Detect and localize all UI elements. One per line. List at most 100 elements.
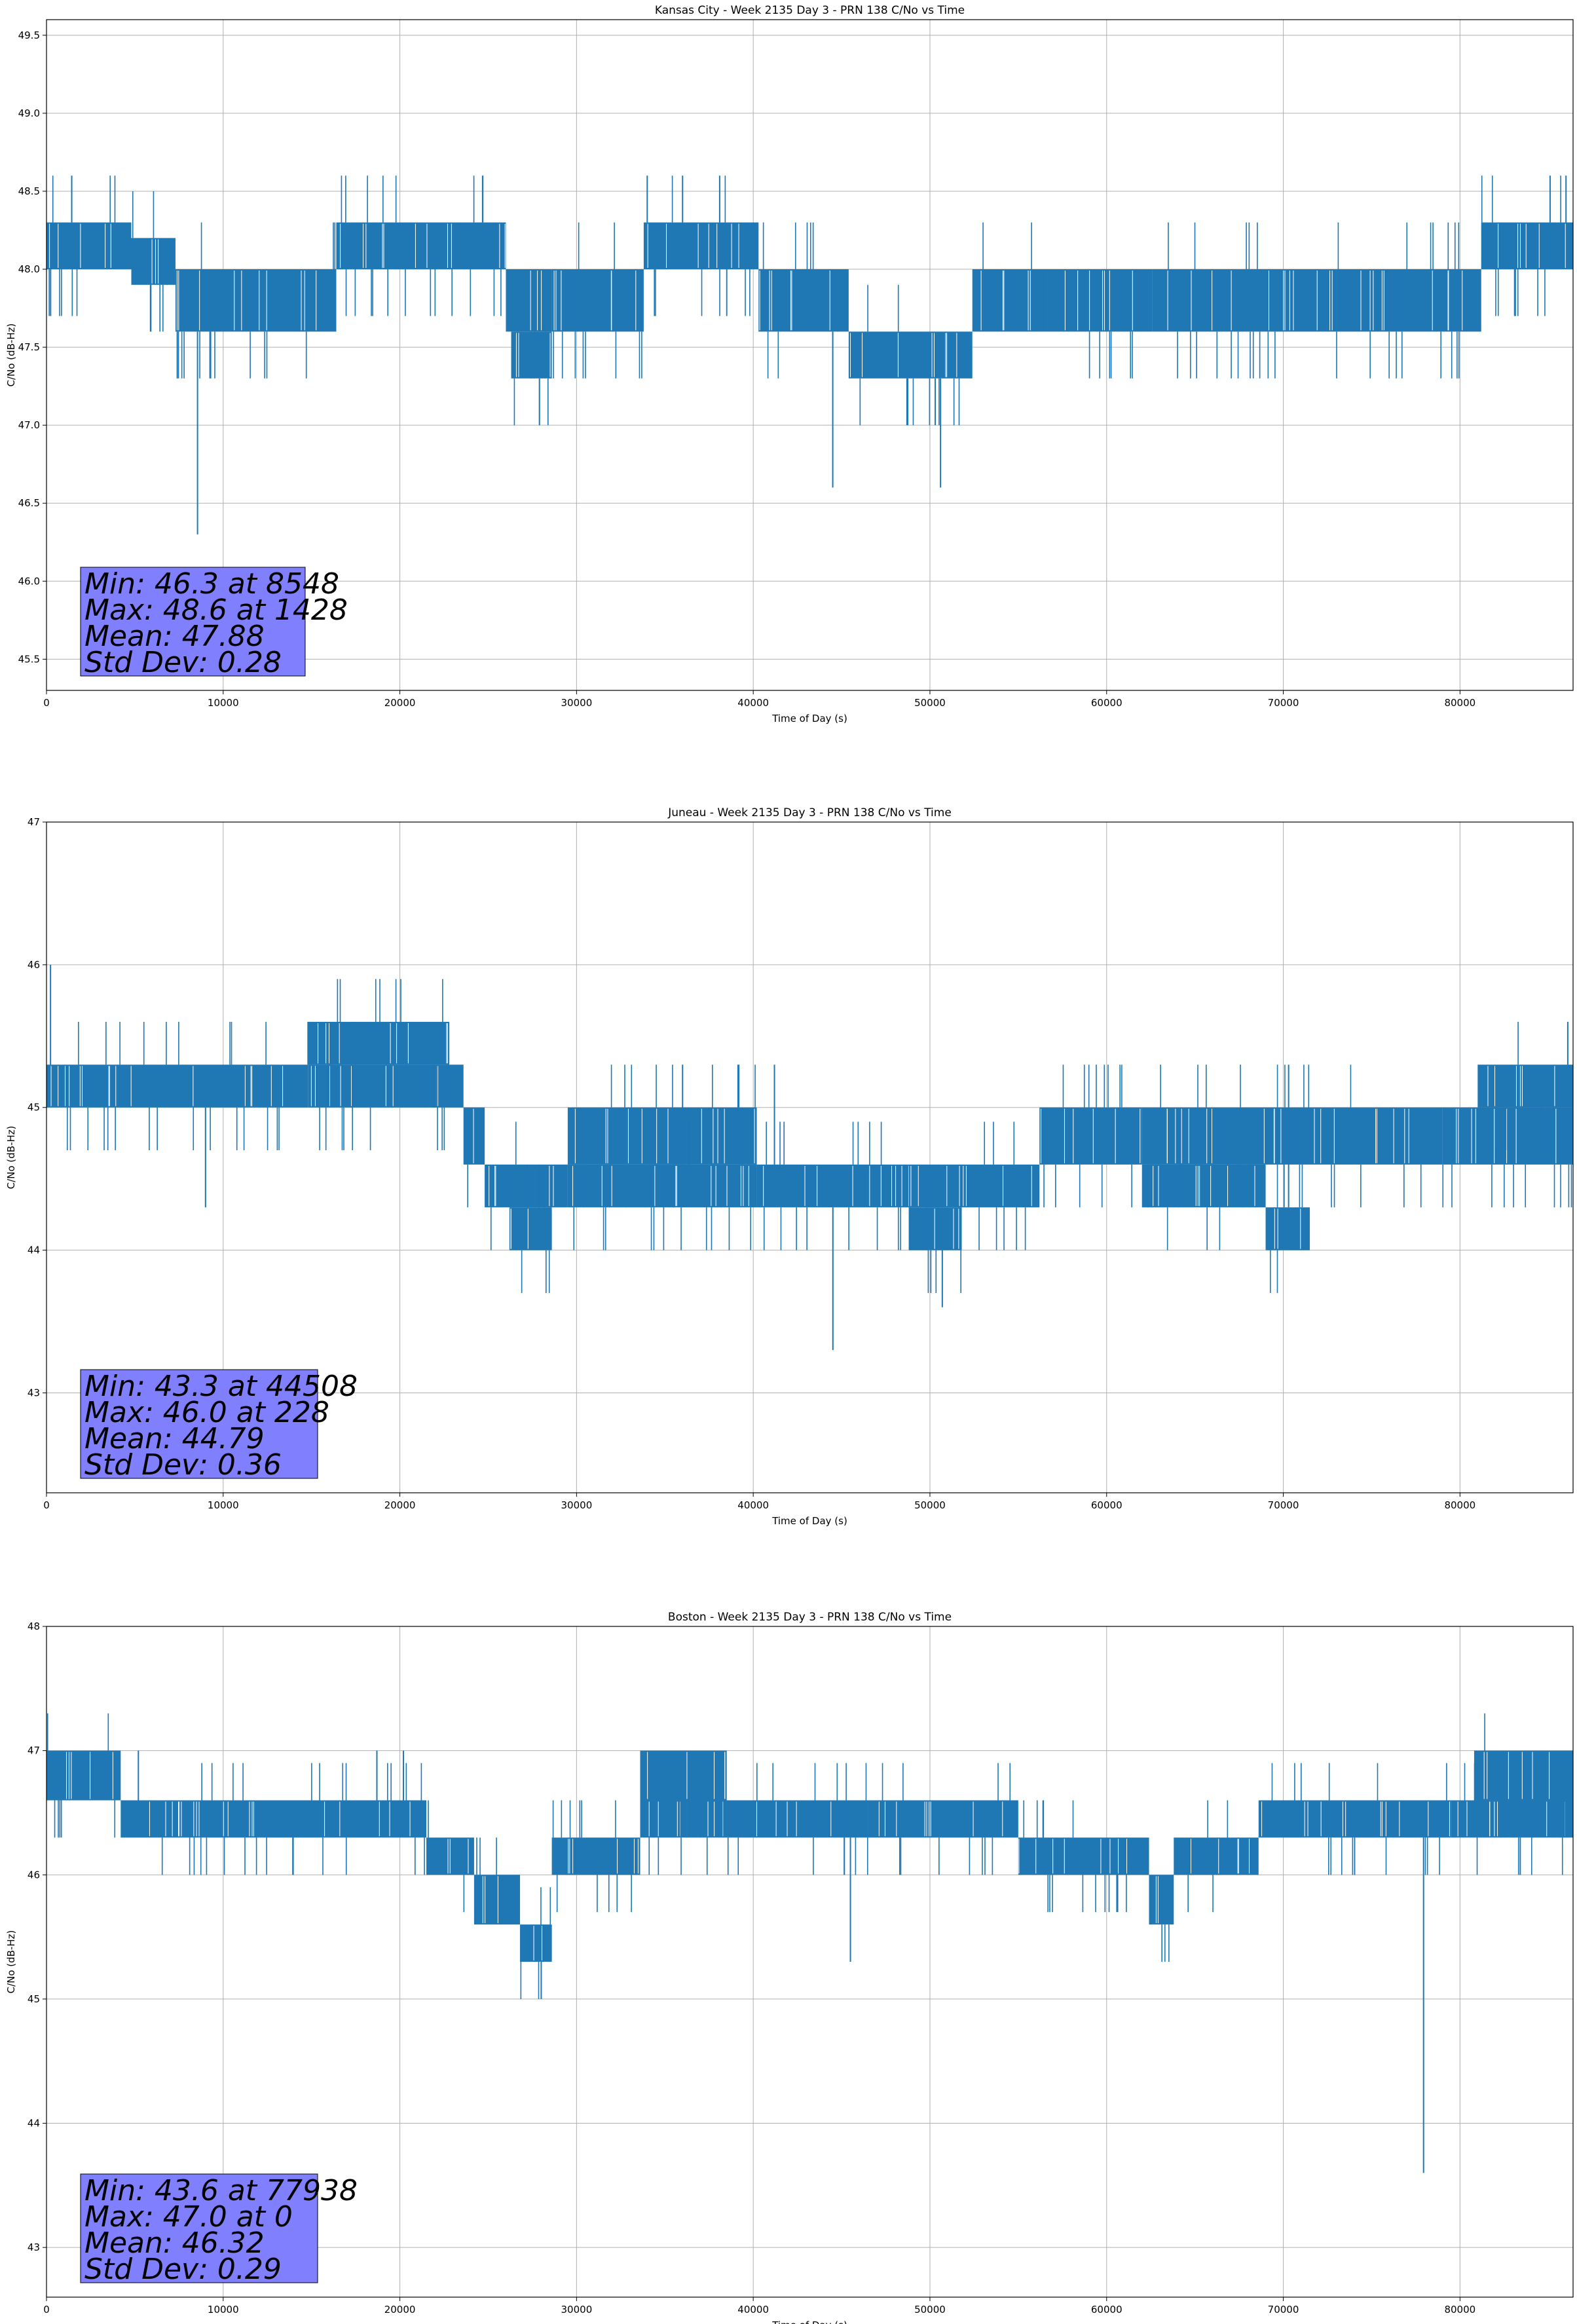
signal-band	[567, 1164, 757, 1208]
y-tick-label: 43	[28, 2241, 40, 2253]
signal-band	[972, 269, 1047, 332]
signal-band	[175, 269, 337, 332]
y-axis-label: C/No (dB-Hz)	[5, 324, 17, 387]
y-tick-label: 45	[28, 1102, 40, 1114]
x-tick-label: 0	[43, 1499, 50, 1511]
y-tick-label: 49.5	[18, 29, 40, 41]
x-tick-label: 40000	[737, 2304, 769, 2315]
x-tick-label: 0	[43, 697, 50, 709]
signal-band	[868, 1800, 1018, 1838]
stats-box-background	[80, 567, 306, 677]
x-tick-label: 60000	[1091, 1499, 1122, 1511]
signal-band	[640, 1750, 727, 1801]
signal-band	[1336, 269, 1481, 332]
signal-band	[758, 269, 849, 332]
signal-band	[908, 1207, 962, 1250]
x-tick-label: 80000	[1444, 2304, 1475, 2315]
stats-box-background	[80, 1369, 318, 1479]
y-tick-label: 47	[28, 1745, 40, 1757]
signal-band	[908, 1164, 1040, 1208]
stats-box-background	[80, 2173, 318, 2283]
series-line	[46, 964, 1573, 1351]
x-tick-label: 50000	[914, 2304, 946, 2315]
signal-band	[46, 1064, 308, 1108]
x-tick-label: 60000	[1091, 2304, 1122, 2315]
y-tick-label: 48.0	[18, 263, 40, 275]
signal-band	[511, 331, 552, 379]
y-tick-label: 43	[28, 1387, 40, 1398]
y-tick-label: 47	[28, 816, 40, 828]
y-tick-label: 46.5	[18, 497, 40, 509]
signal-band	[1474, 1750, 1573, 1801]
signal-band	[463, 1107, 485, 1165]
signal-band	[1018, 1837, 1149, 1875]
signal-band	[1258, 1800, 1451, 1838]
y-tick-label: 44	[28, 2118, 40, 2129]
stats-line: Mean: 44.79	[84, 1422, 265, 1455]
x-tick-label: 10000	[208, 2304, 239, 2315]
y-axis-label: C/No (dB-Hz)	[5, 1930, 17, 1994]
x-tick-label: 70000	[1268, 2304, 1299, 2315]
y-tick-label: 47.5	[18, 341, 40, 353]
signal-band	[473, 1875, 521, 1925]
series-line	[46, 176, 1573, 534]
x-tick-label: 70000	[1268, 697, 1299, 709]
stats-line: Min: 43.6 at 77938	[84, 2174, 358, 2207]
chart-kansas-city: 0 10000 20000 30000 40000 50000 60000 70000 8000…	[5, 4, 1574, 724]
stats-line: Max: 47.0 at 0	[84, 2200, 293, 2234]
signal-band	[1149, 1875, 1174, 1925]
stats-line: Std Dev: 0.36	[84, 1448, 282, 1482]
signal-band	[756, 1164, 909, 1208]
signal-band	[46, 222, 132, 270]
y-tick-label: 46	[28, 959, 40, 971]
stats-line: Std Dev: 0.29	[84, 2253, 282, 2286]
plot-frame	[46, 1626, 1574, 2298]
signal-band	[131, 238, 176, 285]
x-tick-label: 80000	[1444, 697, 1475, 709]
y-tick-label: 48	[28, 1621, 40, 1632]
signal-band	[643, 222, 759, 270]
x-tick-label: 40000	[737, 697, 769, 709]
signal-band	[1047, 269, 1153, 332]
y-tick-label: 46.0	[18, 575, 40, 587]
stats-line: Max: 46.0 at 228	[84, 1396, 329, 1429]
y-axis-label: C/No (dB-Hz)	[5, 1126, 17, 1190]
chart-juneau: 0 10000 20000 30000 40000 50000 60000 70000 8000…	[5, 806, 1574, 1527]
signal-band	[1141, 1107, 1443, 1165]
signal-band	[1174, 1837, 1259, 1875]
plot-frame	[46, 19, 1574, 691]
series-line	[46, 1713, 1573, 2173]
x-tick-label: 0	[43, 2304, 50, 2315]
y-tick-label: 46	[28, 1869, 40, 1881]
stats-line: Max: 48.6 at 1428	[84, 593, 348, 627]
x-tick-label: 10000	[208, 697, 239, 709]
signal-band	[506, 269, 552, 332]
chart-title: Juneau - Week 2135 Day 3 - PRN 138 C/No …	[667, 806, 952, 819]
y-tick-label: 45.5	[18, 653, 40, 665]
x-tick-label: 10000	[208, 1499, 239, 1511]
signal-band	[520, 1924, 552, 1962]
signal-band	[509, 1207, 552, 1250]
stats-line: Min: 43.3 at 44508	[84, 1370, 358, 1403]
signal-band	[640, 1800, 868, 1838]
x-tick-label: 20000	[384, 1499, 416, 1511]
signal-band	[1152, 269, 1337, 332]
signal-band	[567, 1107, 757, 1165]
signal-band	[308, 1022, 450, 1065]
x-tick-label: 50000	[914, 697, 946, 709]
x-tick-label: 40000	[737, 1499, 769, 1511]
x-axis-label: Time of Day (s)	[771, 713, 847, 724]
x-tick-label: 30000	[561, 697, 593, 709]
x-tick-label: 60000	[1091, 697, 1122, 709]
signal-band	[551, 1837, 640, 1875]
signal-band	[848, 331, 973, 379]
x-tick-label: 20000	[384, 697, 416, 709]
signal-band	[121, 1800, 427, 1838]
x-tick-label: 20000	[384, 2304, 416, 2315]
signal-band	[1481, 222, 1573, 270]
x-axis-label: Time of Day (s)	[771, 1515, 847, 1527]
signal-band	[485, 1164, 568, 1208]
